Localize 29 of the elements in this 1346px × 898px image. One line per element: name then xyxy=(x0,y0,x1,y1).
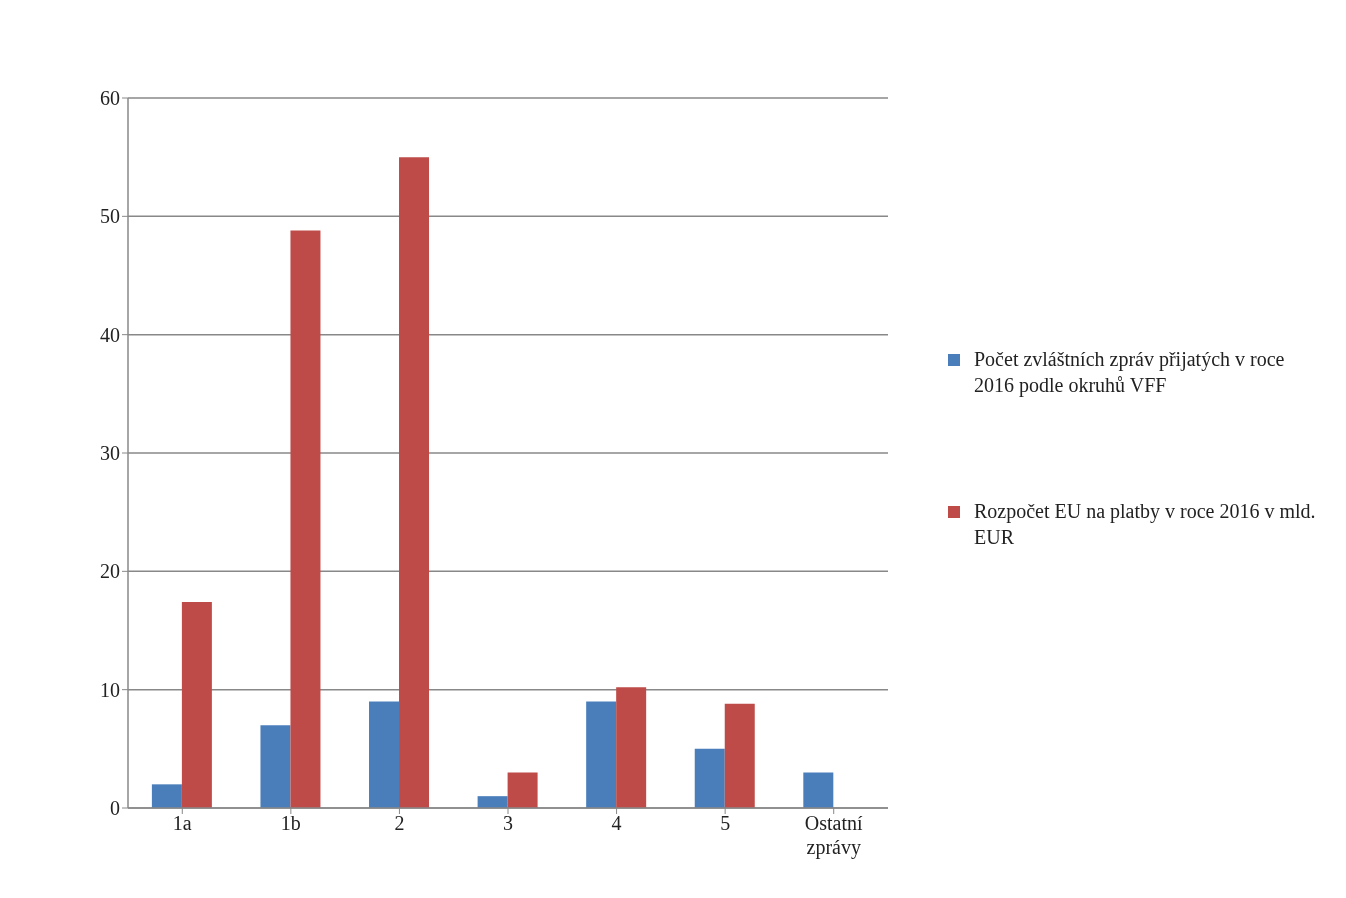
bar xyxy=(477,796,508,808)
legend-label: Rozpočet EU na platby v roce 2016 v mld. EUR xyxy=(974,499,1317,550)
bar xyxy=(290,230,321,808)
bar xyxy=(724,703,755,808)
y-tick-label: 50 xyxy=(100,205,120,228)
bar xyxy=(586,701,617,808)
x-tick-label: 1a xyxy=(172,812,192,834)
legend-label: Počet zvláštních zpráv přijatých v roce 2016 podle okruhů VFF xyxy=(974,347,1286,398)
x-tick-label: Ostatní zprávy xyxy=(804,812,864,859)
bar xyxy=(260,725,291,808)
bar xyxy=(507,772,538,808)
y-tick-label: 20 xyxy=(100,560,120,583)
y-tick-label: 0 xyxy=(110,797,120,820)
bar xyxy=(181,602,212,808)
y-tick-label: 30 xyxy=(100,442,120,465)
bar xyxy=(694,748,725,808)
x-tick-label: 3 xyxy=(503,812,513,834)
x-tick-label: 5 xyxy=(720,812,731,834)
y-tick-label: 10 xyxy=(100,678,120,701)
y-tick-label: 60 xyxy=(100,87,120,110)
bar xyxy=(151,784,182,808)
x-tick-label: 2 xyxy=(394,812,405,834)
bar xyxy=(399,157,430,808)
x-tick-label: 1b xyxy=(280,812,301,834)
y-tick-label: 40 xyxy=(100,323,120,346)
x-tick-label: 4 xyxy=(611,812,622,834)
bar xyxy=(369,701,400,808)
bar xyxy=(616,687,647,808)
bar xyxy=(803,772,834,808)
